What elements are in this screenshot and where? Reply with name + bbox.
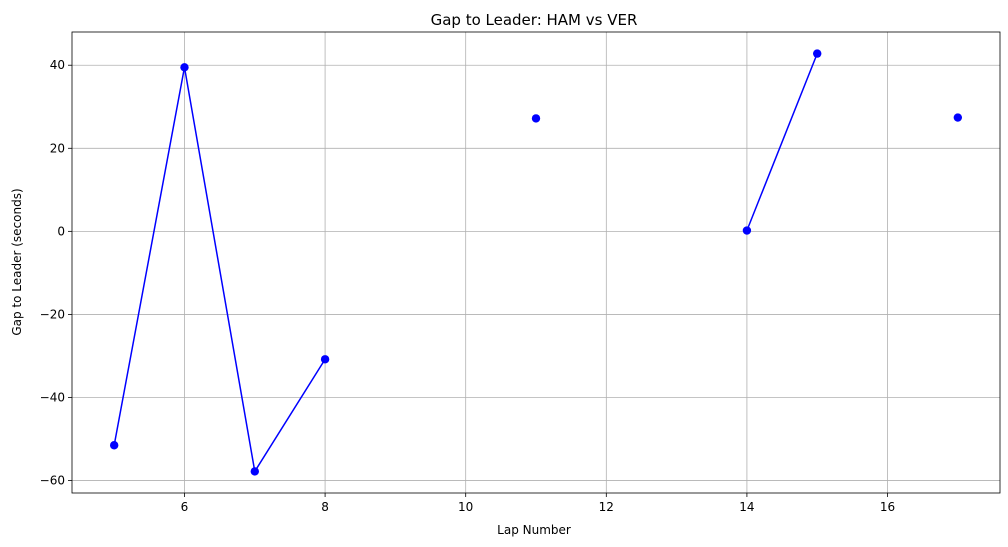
y-tick-label: 20: [50, 141, 65, 155]
data-point: [180, 63, 189, 72]
ticks: 6 8 10 12 14 16 −60 −40 −20 0 20 40: [40, 58, 895, 514]
y-tick-label: 0: [57, 224, 65, 238]
series-line-segment: [113, 67, 326, 474]
data-point: [742, 226, 752, 235]
data-point: [813, 49, 822, 58]
x-tick-label: 8: [321, 500, 329, 514]
y-tick-label: −20: [40, 307, 65, 321]
grid: [72, 32, 1000, 493]
x-tick-label: 6: [181, 500, 189, 514]
x-tick-label: 12: [599, 500, 614, 514]
data-point: [109, 441, 119, 450]
y-tick-label: −60: [40, 474, 65, 488]
data-point: [953, 113, 963, 122]
y-tick-label: 40: [50, 58, 65, 72]
y-axis-label: Gap to Leader (seconds): [10, 188, 24, 335]
x-tick-label: 10: [458, 500, 473, 514]
series: [109, 49, 963, 476]
x-axis-label: Lap Number: [497, 523, 571, 537]
x-tick-label: 14: [739, 500, 754, 514]
series-line-segment: [746, 53, 818, 231]
x-tick-label: 16: [880, 500, 895, 514]
data-point: [250, 467, 259, 476]
data-point: [531, 114, 541, 123]
data-point: [320, 355, 330, 364]
y-tick-label: −40: [40, 390, 65, 404]
plot-frame: [71, 31, 1001, 494]
chart-title: Gap to Leader: HAM vs VER: [431, 11, 638, 29]
